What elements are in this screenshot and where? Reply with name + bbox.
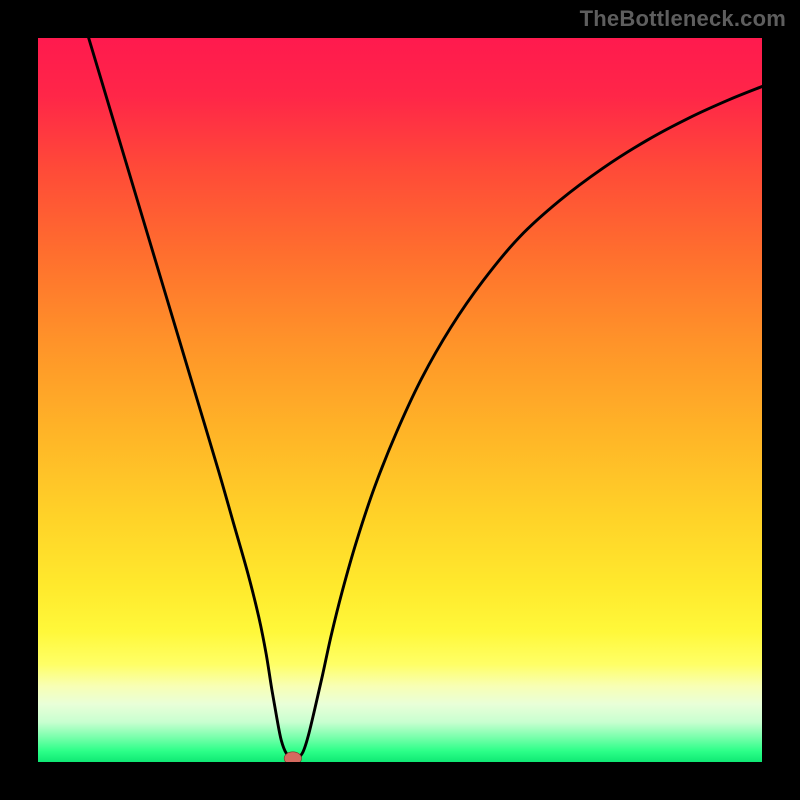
plot-area — [38, 38, 762, 762]
minimum-marker — [284, 752, 301, 762]
gradient-background — [38, 38, 762, 762]
watermark-text: TheBottleneck.com — [580, 6, 786, 32]
chart-container: TheBottleneck.com — [0, 0, 800, 800]
plot-svg — [38, 38, 762, 762]
